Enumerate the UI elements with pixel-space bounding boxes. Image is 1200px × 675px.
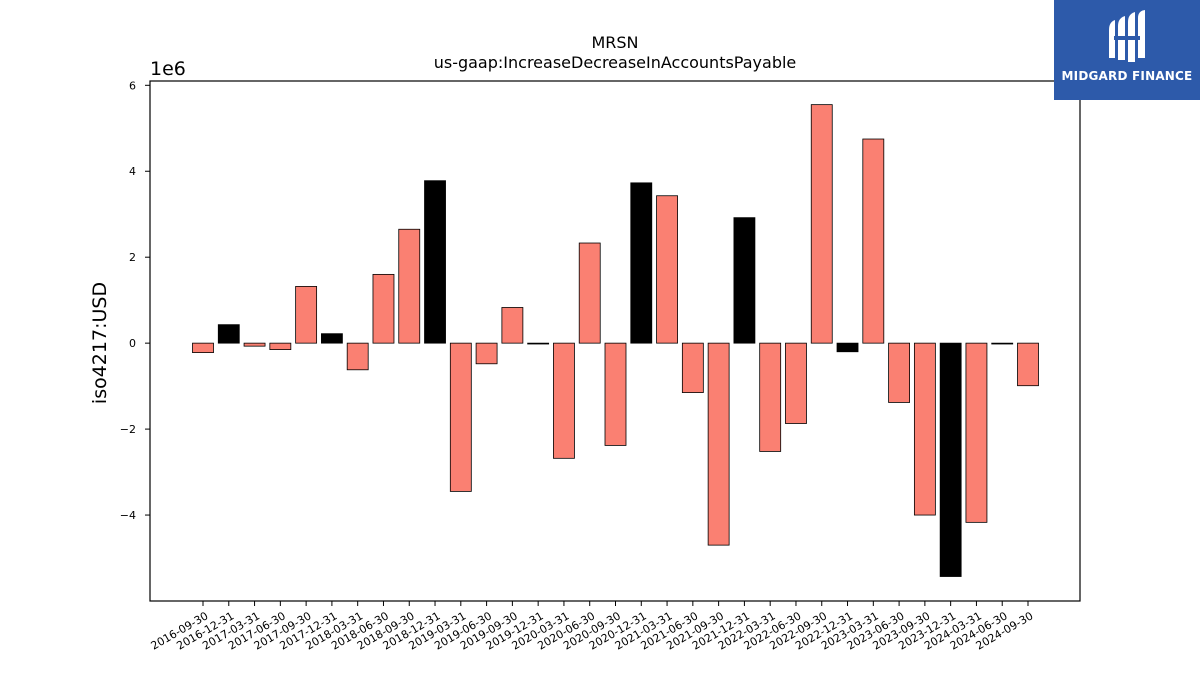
bar (295, 286, 318, 344)
bar (424, 180, 446, 344)
bar (991, 342, 1014, 345)
bar (965, 342, 988, 523)
bar (630, 182, 653, 344)
bar (501, 307, 524, 344)
bar (372, 273, 395, 344)
midgard-finance-logo-icon (1109, 10, 1145, 62)
bar (553, 342, 575, 459)
bar (939, 342, 962, 577)
x-axis-ticks: 2016-09-302016-12-312017-03-312017-06-30… (149, 601, 1036, 653)
logo-text: MIDGARD FINANCE (1061, 69, 1193, 83)
y-tick-label: 6 (129, 79, 136, 92)
bars-group (192, 104, 1039, 577)
bar (759, 342, 782, 452)
midgard-finance-logo: MIDGARD FINANCE (1054, 0, 1200, 100)
bar (217, 324, 240, 344)
bar (269, 342, 292, 350)
y-axis-label: iso4217:USD (89, 282, 111, 404)
bar (475, 342, 498, 365)
bar (733, 217, 756, 344)
y-tick-label: 0 (129, 337, 136, 350)
bar (321, 333, 343, 344)
bar (888, 342, 910, 403)
y-axis-ticks: 6 4 2 0 −2 −4 (120, 79, 150, 522)
chart-subtitle: us-gaap:IncreaseDecreaseInAccountsPayabl… (434, 53, 797, 72)
bar (1017, 342, 1039, 387)
bar (604, 342, 627, 446)
bar (785, 342, 807, 424)
bar (527, 342, 550, 345)
bar (681, 342, 704, 393)
bar (707, 342, 730, 546)
bar (913, 342, 936, 516)
y-tick-label: 2 (129, 251, 136, 264)
bar (810, 104, 833, 344)
chart-title: MRSN (591, 33, 638, 52)
bar (398, 228, 421, 344)
bar (192, 342, 214, 353)
y-tick-label: 4 (129, 165, 136, 178)
bar (346, 342, 369, 371)
bar (578, 242, 601, 344)
bar (656, 195, 678, 344)
plot-frame (149, 80, 1081, 602)
bar (449, 342, 472, 492)
y-tick-label: −4 (120, 509, 136, 522)
bar (862, 138, 885, 344)
bar (243, 342, 266, 347)
bar (836, 342, 859, 353)
y-axis-offset-text: 1e6 (150, 58, 186, 80)
y-tick-label: −2 (120, 423, 136, 436)
